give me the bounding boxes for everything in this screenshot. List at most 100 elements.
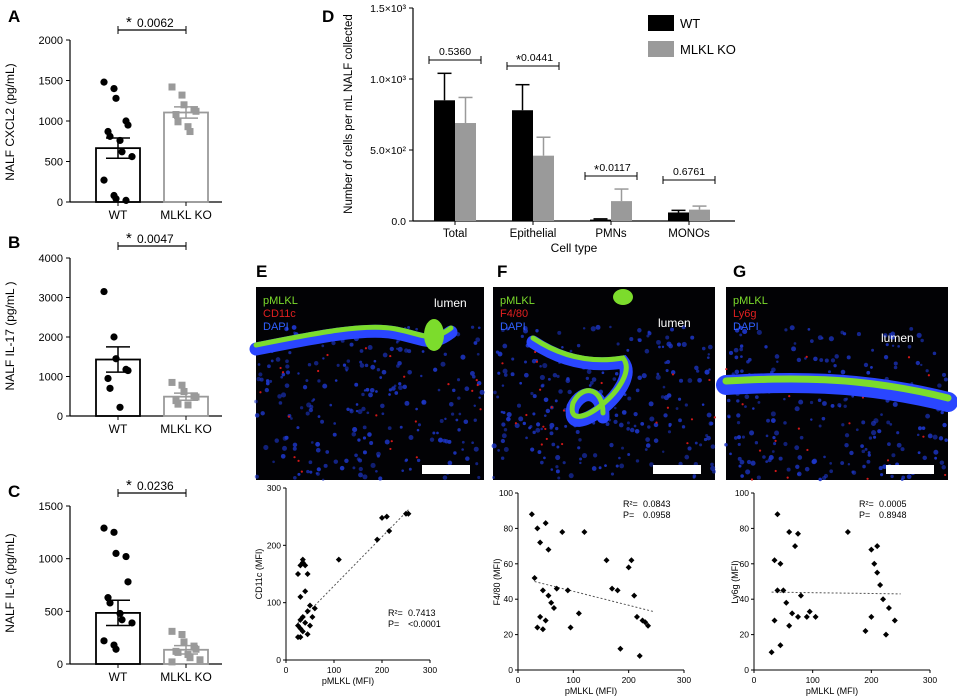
nucleus	[439, 419, 444, 423]
nucleus	[420, 374, 423, 378]
nucleus	[395, 340, 399, 344]
nucleus	[307, 362, 312, 367]
x-tick-label: MLKL KO	[160, 422, 212, 436]
nucleus	[699, 443, 703, 447]
nucleus	[556, 374, 560, 379]
nucleus	[687, 378, 693, 383]
nucleus	[590, 326, 596, 332]
data-point	[112, 549, 120, 558]
nucleus	[791, 346, 797, 352]
nucleus	[503, 447, 509, 452]
nucleus	[387, 426, 392, 431]
nucleus	[565, 378, 571, 384]
nucleus	[500, 438, 506, 444]
nucleus	[633, 424, 637, 428]
nucleus	[614, 413, 619, 418]
nucleus	[762, 455, 766, 459]
y-tick-label: 5.0×10²	[370, 145, 406, 157]
red-signal	[774, 439, 777, 442]
data-point	[178, 631, 186, 639]
y-tick-label: 100	[267, 598, 281, 608]
red-signal	[907, 356, 911, 359]
panel-letter: B	[8, 233, 20, 252]
nucleus	[581, 452, 588, 459]
nucleus	[694, 441, 698, 445]
nucleus	[670, 370, 676, 375]
nucleus	[656, 339, 661, 345]
nucleus	[678, 418, 682, 423]
scatter-E: 0 100 200 300 0 100 200 300 pMLKL (MFI) CD11c (MF…	[254, 483, 441, 686]
nucleus	[396, 347, 399, 351]
y-tick-label: 0	[57, 197, 63, 209]
nucleus	[501, 422, 506, 427]
y-tick-label: 1500	[39, 501, 63, 513]
data-point	[768, 649, 775, 656]
nucleus	[254, 413, 260, 418]
nucleus	[265, 379, 270, 383]
nucleus	[280, 392, 287, 398]
nucleus	[896, 431, 900, 435]
nucleus	[394, 391, 399, 395]
data-point	[537, 539, 544, 546]
data-point	[531, 574, 538, 581]
nucleus	[285, 364, 290, 369]
y-tick-label: 1500	[39, 76, 63, 88]
data-point	[168, 658, 176, 666]
y-axis-label: NALF IL-6 (pg/mL)	[3, 533, 17, 632]
y-tick-label: 1000	[39, 116, 63, 128]
nucleus	[561, 346, 564, 349]
data-point	[106, 599, 114, 607]
nucleus	[292, 442, 298, 448]
nucleus	[870, 366, 873, 369]
data-point	[603, 557, 610, 564]
nucleus	[458, 412, 462, 416]
nucleus	[890, 474, 894, 479]
nucleus	[475, 337, 481, 343]
data-point	[172, 111, 180, 119]
nucleus	[510, 372, 515, 377]
nucleus	[661, 450, 665, 453]
nucleus	[909, 326, 914, 331]
nucleus	[635, 388, 640, 393]
nucleus	[450, 412, 455, 416]
nucleus	[518, 416, 524, 422]
nucleus	[536, 422, 541, 427]
nucleus	[555, 465, 559, 469]
nucleus	[555, 469, 560, 474]
nucleus	[694, 365, 699, 371]
nucleus	[846, 355, 851, 360]
red-signal	[542, 425, 545, 428]
nucleus	[887, 442, 891, 447]
nucleus	[772, 436, 776, 440]
nucleus	[684, 403, 688, 407]
data-point	[299, 628, 306, 635]
nucleus	[296, 426, 300, 430]
nucleus	[810, 418, 813, 421]
red-signal	[758, 449, 762, 452]
data-point	[885, 605, 892, 612]
nucleus	[557, 330, 562, 335]
data-point	[789, 610, 796, 617]
p-value: 0.0117	[599, 162, 630, 174]
nucleus	[463, 419, 469, 425]
x-tick-label: 0	[516, 675, 521, 685]
red-signal	[514, 422, 518, 425]
nucleus	[461, 448, 464, 451]
nucleus	[892, 401, 898, 407]
nucleus	[258, 372, 263, 377]
nucleus	[384, 439, 390, 445]
data-point	[548, 599, 555, 606]
nucleus	[272, 460, 275, 464]
data-point	[168, 378, 176, 386]
nucleus	[656, 372, 660, 376]
nucleus	[893, 365, 898, 370]
data-point	[106, 384, 114, 392]
nucleus	[257, 363, 261, 366]
nucleus	[311, 399, 314, 403]
nucleus	[539, 364, 542, 368]
r2-value: 0.0005	[879, 499, 907, 509]
nucleus	[901, 475, 906, 480]
x-tick-label: 200	[864, 675, 878, 685]
data-point	[386, 528, 393, 534]
nucleus	[496, 395, 500, 399]
